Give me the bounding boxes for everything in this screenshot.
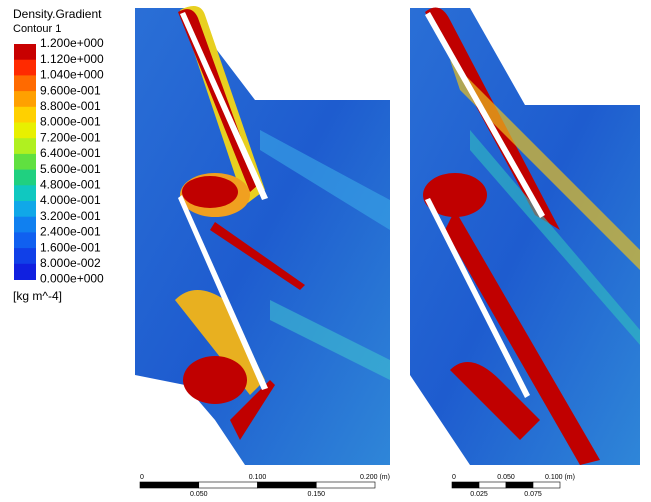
color-swatch [14, 60, 36, 76]
scale-segment [140, 482, 199, 488]
scale-label: 0.075 [524, 491, 542, 498]
legend-level: 1.200e+000 [40, 36, 104, 50]
color-swatch [14, 154, 36, 170]
legend-level: 8.000e-001 [40, 115, 101, 129]
legend-level: 4.000e-001 [40, 193, 101, 207]
color-swatch [14, 170, 36, 186]
scale-segment [452, 482, 479, 488]
scale-label: 0.150 [307, 491, 325, 498]
scale-segment [479, 482, 506, 488]
color-swatch [14, 91, 36, 107]
contour-left [135, 6, 390, 465]
legend-level: 3.200e-001 [40, 209, 101, 223]
scale-label: 0.050 [190, 491, 208, 498]
scale-segment [316, 482, 375, 488]
page: Density.Gradient Contour 1 1.200e+000 1.1… [0, 0, 651, 502]
scale-segment [506, 482, 533, 488]
legend-title: Density.Gradient [13, 7, 102, 21]
legend-level: 6.400e-001 [40, 146, 101, 160]
scale-label: 0 [452, 474, 456, 481]
scale-segment [533, 482, 560, 488]
legend-level: 8.800e-001 [40, 99, 101, 113]
legend-level: 5.600e-001 [40, 162, 101, 176]
legend-level: 0.000e+000 [40, 272, 104, 286]
color-swatch [14, 264, 36, 280]
figure: Density.Gradient Contour 1 1.200e+000 1.1… [0, 0, 651, 502]
contour-right [410, 8, 640, 466]
color-swatch [14, 185, 36, 201]
color-bar: 1.200e+000 1.120e+000 1.040e+0009.600e-001… [14, 36, 104, 286]
color-swatch [14, 201, 36, 217]
legend-unit: [kg m^-4] [13, 289, 62, 303]
legend-level: 8.000e-002 [40, 256, 101, 270]
scale-segment [258, 482, 317, 488]
legend-level: 1.600e-001 [40, 240, 101, 254]
color-swatch [14, 217, 36, 233]
legend-level: 4.800e-001 [40, 177, 101, 191]
legend-level: 1.120e+000 [40, 52, 104, 66]
legend-level: 9.600e-001 [40, 83, 101, 97]
color-swatch [14, 107, 36, 123]
legend-level: 2.400e-001 [40, 225, 101, 239]
scale-label: 0 [140, 474, 144, 481]
color-swatch [14, 138, 36, 154]
scale-bars: 0 0.100 0.200 (m) 0.050 0.150 0 0.050 0.100 (m)… [140, 474, 575, 498]
scale-label: 0.025 [470, 491, 488, 498]
legend-level: 1.040e+000 [40, 68, 104, 82]
legend-level: 7.200e-001 [40, 130, 101, 144]
scale-label: 0.100 [249, 474, 267, 481]
scale-segment [199, 482, 258, 488]
scale-label: 0.050 [497, 474, 515, 481]
color-swatch [14, 248, 36, 264]
color-swatch [14, 123, 36, 139]
legend-subtitle: Contour 1 [13, 23, 61, 35]
color-swatch [14, 75, 36, 91]
scale-label: 0.100 (m) [545, 474, 575, 481]
scale-label: 0.200 (m) [360, 474, 390, 481]
color-swatch [14, 44, 36, 60]
color-swatch [14, 232, 36, 248]
